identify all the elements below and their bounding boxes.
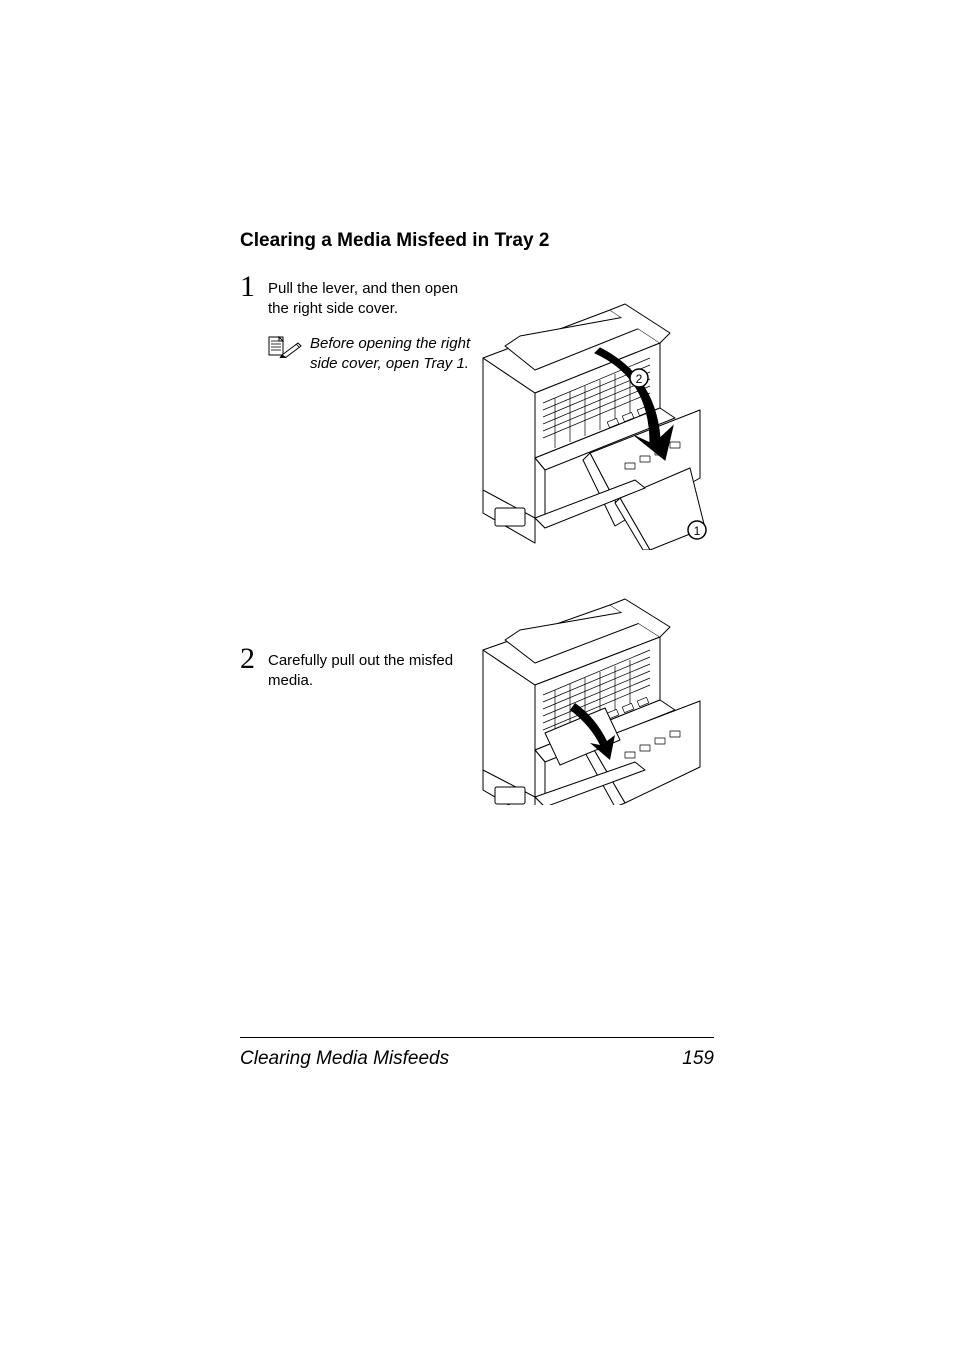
step-text: Pull the lever, and then open the right … bbox=[268, 279, 478, 320]
footer-row: Clearing Media Misfeeds 159 bbox=[240, 1048, 714, 1070]
step-text: Carefully pull out the misfed media. bbox=[268, 651, 478, 692]
page-footer: Clearing Media Misfeeds 159 bbox=[240, 1037, 714, 1070]
svg-text:1: 1 bbox=[694, 524, 701, 538]
footer-page-number: 159 bbox=[682, 1048, 714, 1070]
note-text: Before opening the right side cover, ope… bbox=[310, 334, 495, 375]
footer-title: Clearing Media Misfeeds bbox=[240, 1048, 449, 1070]
footer-rule bbox=[240, 1037, 714, 1038]
illustration-open-cover: 2 1 bbox=[475, 298, 713, 550]
step-number: 1 bbox=[240, 272, 268, 302]
step-number: 2 bbox=[240, 644, 268, 674]
note-icon bbox=[268, 334, 310, 358]
manual-page: Clearing a Media Misfeed in Tray 2 1 Pul… bbox=[0, 0, 954, 1350]
svg-text:2: 2 bbox=[636, 372, 643, 386]
section-heading: Clearing a Media Misfeed in Tray 2 bbox=[240, 230, 714, 252]
illustration-pull-media bbox=[475, 595, 713, 805]
